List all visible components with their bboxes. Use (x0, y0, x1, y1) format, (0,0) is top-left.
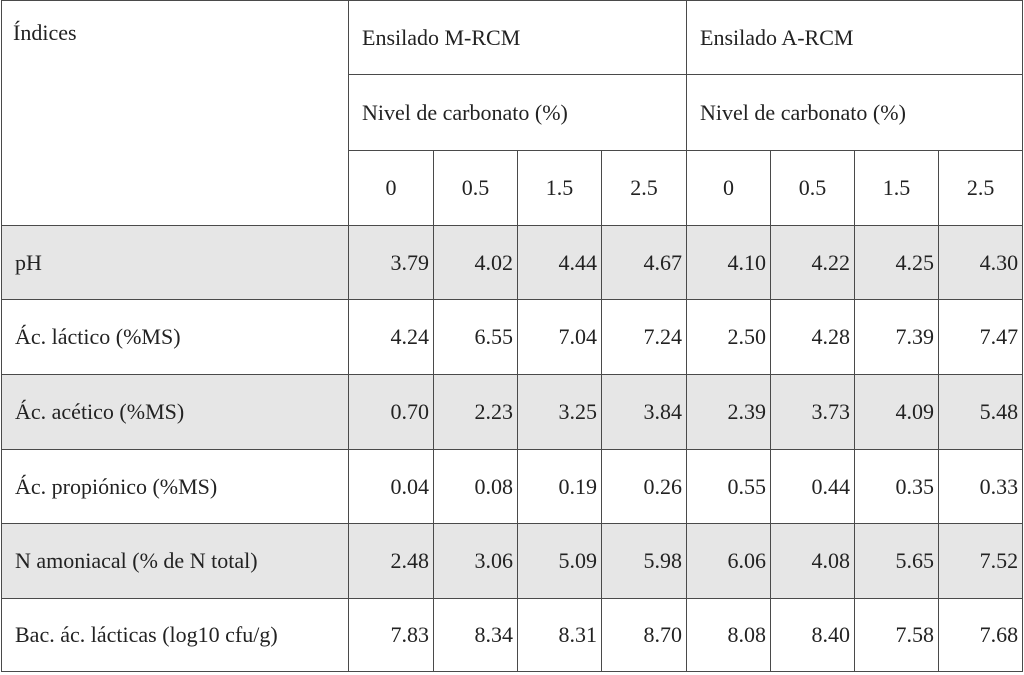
table-cell: 2.50 (686, 299, 772, 375)
row-label: Bac. ác. lácticas (log10 cfu/g) (1, 598, 349, 672)
row-label: N amoniacal (% de N total) (1, 523, 349, 599)
level-header: 0 (686, 150, 772, 226)
level-header: 1.5 (517, 150, 602, 226)
subheader-m-rcm: Nivel de carbonato (%) (347, 74, 688, 151)
table-cell: 0.26 (600, 449, 688, 524)
table-cell: 8.34 (433, 598, 518, 672)
table-cell: 4.02 (433, 225, 518, 300)
group-header-m-rcm: Ensilado M-RCM (347, 0, 688, 75)
table-row-lactic-acid: Ác. láctico (%MS) 4.24 6.55 7.04 7.24 2.… (1, 299, 1024, 375)
table-cell: 5.09 (517, 523, 602, 599)
table-cell: 6.06 (686, 523, 772, 599)
table-cell: 4.44 (517, 225, 602, 300)
table-cell: 0.44 (770, 449, 856, 524)
table-cell: 4.08 (770, 523, 856, 599)
table-cell: 0.04 (348, 449, 434, 524)
row-label: pH (1, 225, 349, 300)
subheader-a-rcm: Nivel de carbonato (%) (686, 74, 1024, 151)
table-row-lactic-bacteria: Bac. ác. lácticas (log10 cfu/g) 7.83 8.3… (1, 598, 1024, 672)
table-cell: 5.48 (938, 374, 1024, 450)
table-cell: 0.19 (517, 449, 602, 524)
table-cell: 3.06 (433, 523, 518, 599)
index-column-header: Índices (1, 0, 349, 226)
row-label: Ác. propiónico (%MS) (1, 449, 349, 524)
header-row-groups: Índices Ensilado M-RCM Ensilado A-RCM (1, 0, 1024, 226)
table-cell: 8.70 (600, 598, 688, 672)
table-cell: 3.84 (600, 374, 688, 450)
table-cell: 5.65 (854, 523, 940, 599)
table-cell: 4.22 (770, 225, 856, 300)
table-cell: 2.39 (686, 374, 772, 450)
row-label: Ác. láctico (%MS) (1, 299, 349, 375)
table-cell: 7.24 (600, 299, 688, 375)
table-cell: 2.48 (348, 523, 434, 599)
table-cell: 8.40 (770, 598, 856, 672)
table-cell: 4.28 (770, 299, 856, 375)
level-header: 1.5 (854, 150, 940, 226)
level-header: 0 (348, 150, 434, 226)
header-row-subtitles: Nivel de carbonato (%) Nivel de carbonat… (2, 74, 1024, 151)
table-cell: 7.04 (517, 299, 602, 375)
table-cell: 4.09 (854, 374, 940, 450)
table-cell: 2.23 (433, 374, 518, 450)
table-cell: 3.25 (517, 374, 602, 450)
table-row-ph: pH 3.79 4.02 4.44 4.67 4.10 4.22 4.25 4.… (1, 225, 1024, 300)
table-cell: 0.35 (854, 449, 940, 524)
table-cell: 8.08 (686, 598, 772, 672)
table-cell: 7.68 (938, 598, 1024, 672)
level-header: 2.5 (600, 150, 688, 226)
table-cell: 3.73 (770, 374, 856, 450)
table-cell: 4.67 (600, 225, 688, 300)
table-cell: 7.83 (348, 598, 434, 672)
table-cell: 4.10 (686, 225, 772, 300)
group-header-a-rcm: Ensilado A-RCM (686, 0, 1024, 75)
table-cell: 5.98 (600, 523, 688, 599)
table-cell: 0.33 (938, 449, 1024, 524)
table-cell: 0.70 (348, 374, 434, 450)
level-header: 0.5 (433, 150, 518, 226)
table-cell: 4.25 (854, 225, 940, 300)
level-header: 2.5 (938, 150, 1024, 226)
table-row-acetic-acid: Ác. acético (%MS) 0.70 2.23 3.25 3.84 2.… (1, 374, 1024, 450)
table-cell: 0.08 (433, 449, 518, 524)
table-cell: 7.52 (938, 523, 1024, 599)
table-cell: 3.79 (348, 225, 434, 300)
table-cell: 8.31 (517, 598, 602, 672)
table-cell: 6.55 (433, 299, 518, 375)
table-row-ammoniacal-n: N amoniacal (% de N total) 2.48 3.06 5.0… (1, 523, 1024, 599)
table-cell: 4.24 (348, 299, 434, 375)
table-cell: 7.47 (938, 299, 1024, 375)
table-row-propionic-acid: Ác. propiónico (%MS) 0.04 0.08 0.19 0.26… (1, 449, 1024, 524)
table-cell: 7.39 (854, 299, 940, 375)
level-header: 0.5 (770, 150, 856, 226)
table-cell: 0.55 (686, 449, 772, 524)
row-label: Ác. acético (%MS) (1, 374, 349, 450)
table-cell: 4.30 (938, 225, 1024, 300)
table-cell: 7.58 (854, 598, 940, 672)
header-row-levels: 0 0.5 1.5 2.5 0 0.5 1.5 2.5 (2, 150, 1024, 226)
